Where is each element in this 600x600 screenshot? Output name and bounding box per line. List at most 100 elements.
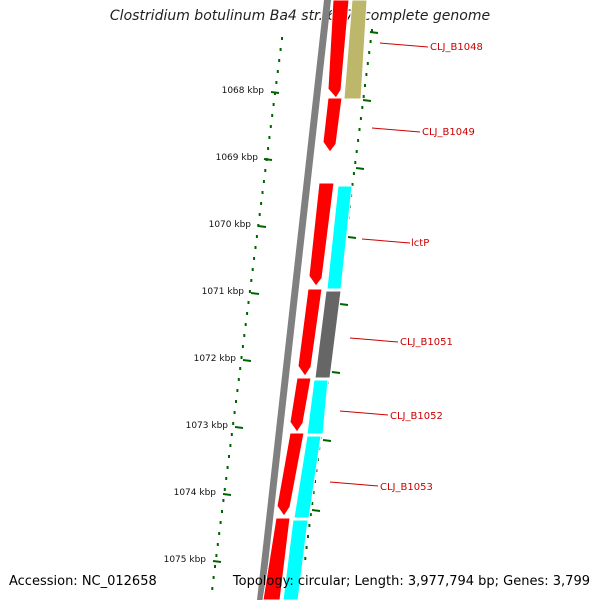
strand-dot: [359, 117, 362, 120]
strand-dot: [352, 172, 355, 175]
strand-dot: [365, 73, 368, 76]
ruler-dot: [240, 356, 243, 359]
strand-dot: [368, 51, 371, 54]
topology-text: Topology: circular; Length: 3,977,794 bp…: [232, 574, 590, 589]
gene-block-clj-b1051: [314, 290, 342, 379]
ruler-dot: [221, 510, 223, 513]
label-line: [339, 410, 389, 416]
strand-major-tick: [355, 167, 365, 170]
ruler-dots: [211, 37, 283, 590]
cds-arrow: [322, 97, 343, 153]
ruler-major-tick: [234, 426, 244, 429]
gene-block-clj-b1048: [343, 0, 368, 100]
ruler-dot: [247, 301, 250, 304]
cds-arrow: [308, 182, 335, 287]
cds-track-inner: [262, 0, 350, 600]
ruler-dot: [236, 389, 239, 392]
gene-label-clj-b1048[interactable]: CLJ_B1048: [430, 42, 483, 53]
ruler-major-tick: [250, 292, 260, 295]
ruler-dot: [281, 37, 283, 40]
ruler-label: 1074 kbp: [174, 488, 217, 498]
ruler-dot: [216, 543, 219, 546]
ruler-major-tick: [222, 493, 232, 496]
strand-dot: [308, 524, 311, 527]
ruler-dot: [264, 169, 267, 172]
strand-dot: [364, 84, 366, 87]
ruler-dot: [276, 70, 279, 73]
strand-dot: [351, 183, 354, 186]
strand-dot: [371, 29, 373, 32]
strand-dot: [362, 95, 365, 98]
cds-arrow: [327, 0, 350, 99]
ruler-label: 1073 kbp: [186, 421, 229, 431]
strand-dot: [307, 535, 309, 538]
strand-major-tick: [347, 236, 357, 239]
gene-label-clj-b1049[interactable]: CLJ_B1049: [422, 127, 475, 138]
strand-dot: [312, 491, 315, 494]
ruler-dot: [262, 180, 265, 183]
ruler-label: 1068 kbp: [222, 86, 265, 96]
cds-arrow: [262, 517, 291, 600]
strand-dot: [366, 62, 369, 65]
ruler-label: 1075 kbp: [164, 555, 207, 565]
ruler-dot: [237, 378, 240, 381]
ruler-dot: [278, 59, 281, 62]
gene-label-clj-b1053[interactable]: CLJ_B1053: [380, 482, 433, 493]
ruler-label: 1070 kbp: [209, 220, 252, 230]
ruler-major-tick: [257, 225, 267, 228]
ruler-dot: [218, 532, 221, 535]
cds-arrow: [297, 288, 323, 377]
ruler-labels: 1068 kbp 1069 kbp 1070 kbp 1071 kbp 1072…: [164, 86, 265, 565]
strand-major-tick: [362, 99, 372, 102]
strand-dot: [355, 150, 358, 153]
ruler-dot: [258, 213, 261, 216]
ruler-dot: [211, 587, 214, 590]
label-line: [349, 337, 399, 343]
ruler-dot: [251, 268, 254, 271]
ruler-major-tick: [212, 560, 222, 563]
ruler-dot: [279, 48, 282, 51]
ruler-major-tick: [263, 158, 273, 161]
label-line: [361, 238, 411, 244]
ruler-dot: [241, 345, 244, 348]
ruler-dot: [223, 488, 226, 491]
strand-dot: [304, 557, 307, 560]
ruler-dot: [212, 576, 215, 579]
gene-label-lctp[interactable]: lctP: [411, 238, 429, 249]
ruler-label: 1071 kbp: [202, 287, 245, 297]
ruler-dot: [239, 367, 242, 370]
ruler-ticks: [212, 91, 280, 563]
strand-dot: [357, 139, 360, 142]
ruler-dot: [226, 466, 229, 469]
strand-major-tick: [369, 31, 379, 34]
feature-track-outer: [282, 0, 368, 600]
gene-block-clj-b1052: [306, 379, 329, 435]
ruler-dot: [253, 257, 256, 260]
cds-arrow: [276, 432, 305, 517]
strand-major-tick: [311, 509, 321, 512]
gene-label-clj-b1052[interactable]: CLJ_B1052: [390, 411, 443, 422]
strand-dot: [369, 40, 372, 43]
gene-label-clj-b1051[interactable]: CLJ_B1051: [400, 337, 453, 348]
strand-dot: [305, 546, 308, 549]
ruler-dot: [229, 444, 232, 447]
ruler-dot: [254, 246, 257, 249]
ruler-dot: [225, 477, 228, 480]
ruler-dot: [228, 455, 230, 458]
gene-labels: CLJ_B1048 CLJ_B1049 lctP CLJ_B1051 CLJ_B…: [380, 42, 483, 493]
strand-dot: [314, 480, 316, 483]
strand-dot: [361, 106, 364, 109]
strand-dot: [309, 513, 312, 516]
label-line: [379, 42, 429, 48]
ruler-dot: [222, 499, 225, 502]
ruler-label: 1069 kbp: [216, 153, 259, 163]
strand-dot: [311, 502, 314, 505]
genome-title: Clostridium botulinum Ba4 str. 657, comp…: [109, 8, 491, 24]
ruler-dot: [261, 191, 264, 194]
ruler-dot: [244, 323, 247, 326]
ruler-dot: [269, 125, 272, 128]
label-line: [371, 127, 421, 133]
ruler-dot: [215, 554, 218, 557]
